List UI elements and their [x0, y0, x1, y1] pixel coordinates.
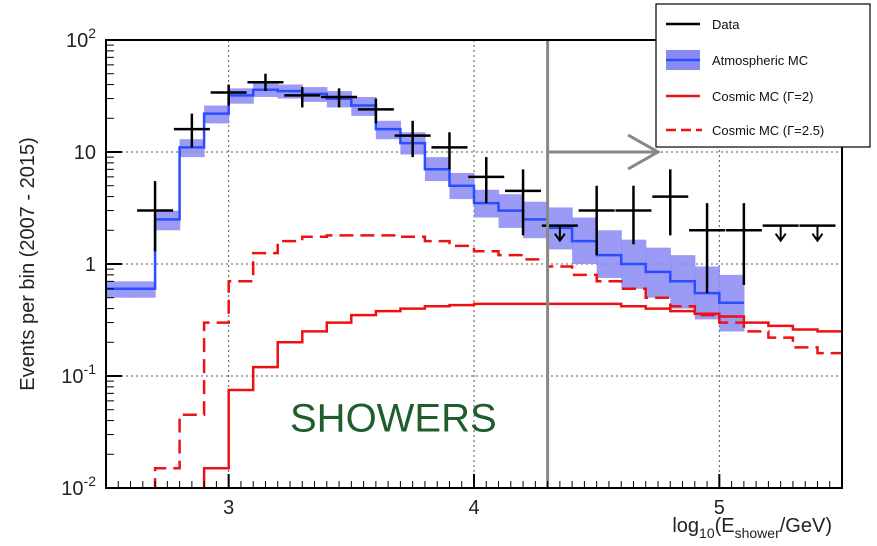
data-point: [137, 181, 174, 252]
x-tick-label: 5: [714, 497, 725, 519]
x-tick-label: 4: [468, 497, 479, 519]
legend-label: Atmospheric MC: [712, 53, 808, 68]
upper-limit-arrowhead: [554, 233, 566, 243]
data-point: [615, 185, 652, 245]
axes: 3 4 5 10-2 10-1 1 10 102 log10(Eshower/GeV) Event…: [17, 25, 832, 541]
data-point: [505, 169, 542, 236]
y-tick-label: 1: [85, 254, 96, 276]
data-point: [394, 120, 431, 158]
overlay: SHOWERS: [290, 40, 662, 488]
showers-annotation: SHOWERS: [290, 396, 497, 440]
atmospheric-mc-line: [106, 88, 744, 305]
legend-label: Cosmic MC (Γ=2.5): [712, 123, 824, 138]
data-upper-limit: [799, 224, 836, 243]
data-point: [725, 203, 762, 285]
y-tick-label: 102: [66, 25, 96, 52]
data-point: [284, 87, 321, 108]
data-point: [321, 88, 358, 108]
data-point: [468, 157, 505, 204]
data-point: [173, 113, 210, 148]
data-point: [357, 98, 394, 124]
legend-label: Data: [712, 17, 740, 32]
data-point: [652, 169, 689, 236]
data-point: [689, 203, 726, 294]
legend-entry: Atmospheric MC: [666, 50, 808, 70]
y-axis-title: Events per bin (2007 - 2015): [17, 137, 39, 391]
x-tick-label: 3: [223, 497, 234, 519]
x-axis-title: log10(Eshower/GeV): [672, 515, 832, 541]
upper-limit-arrowhead: [774, 233, 787, 243]
y-tick-label: 10: [74, 142, 96, 164]
legend-entry: Data: [666, 17, 740, 32]
legend: Data Atmospheric MC Cosmic MC (Γ=2) Cosmic …: [655, 3, 871, 148]
data-point: [210, 84, 247, 106]
legend-entry: Cosmic MC (Γ=2): [666, 89, 813, 104]
y-tick-label: 10-2: [61, 473, 96, 500]
data-point: [247, 73, 284, 92]
data-point: [431, 132, 468, 170]
y-tick-label: 10-1: [61, 361, 96, 388]
upper-limit-arrowhead: [811, 233, 824, 243]
cosmic-mc-gamma-2p5-line: [153, 234, 842, 488]
data-point: [578, 185, 615, 256]
cosmic-mc-gamma-2-line: [202, 302, 842, 488]
legend-label: Cosmic MC (Γ=2): [712, 89, 813, 104]
cut-arrowhead: [627, 133, 662, 171]
data-upper-limit: [762, 224, 799, 243]
plot-content: [106, 73, 842, 488]
legend-box: [655, 3, 871, 148]
legend-entry: Cosmic MC (Γ=2.5): [666, 123, 824, 138]
